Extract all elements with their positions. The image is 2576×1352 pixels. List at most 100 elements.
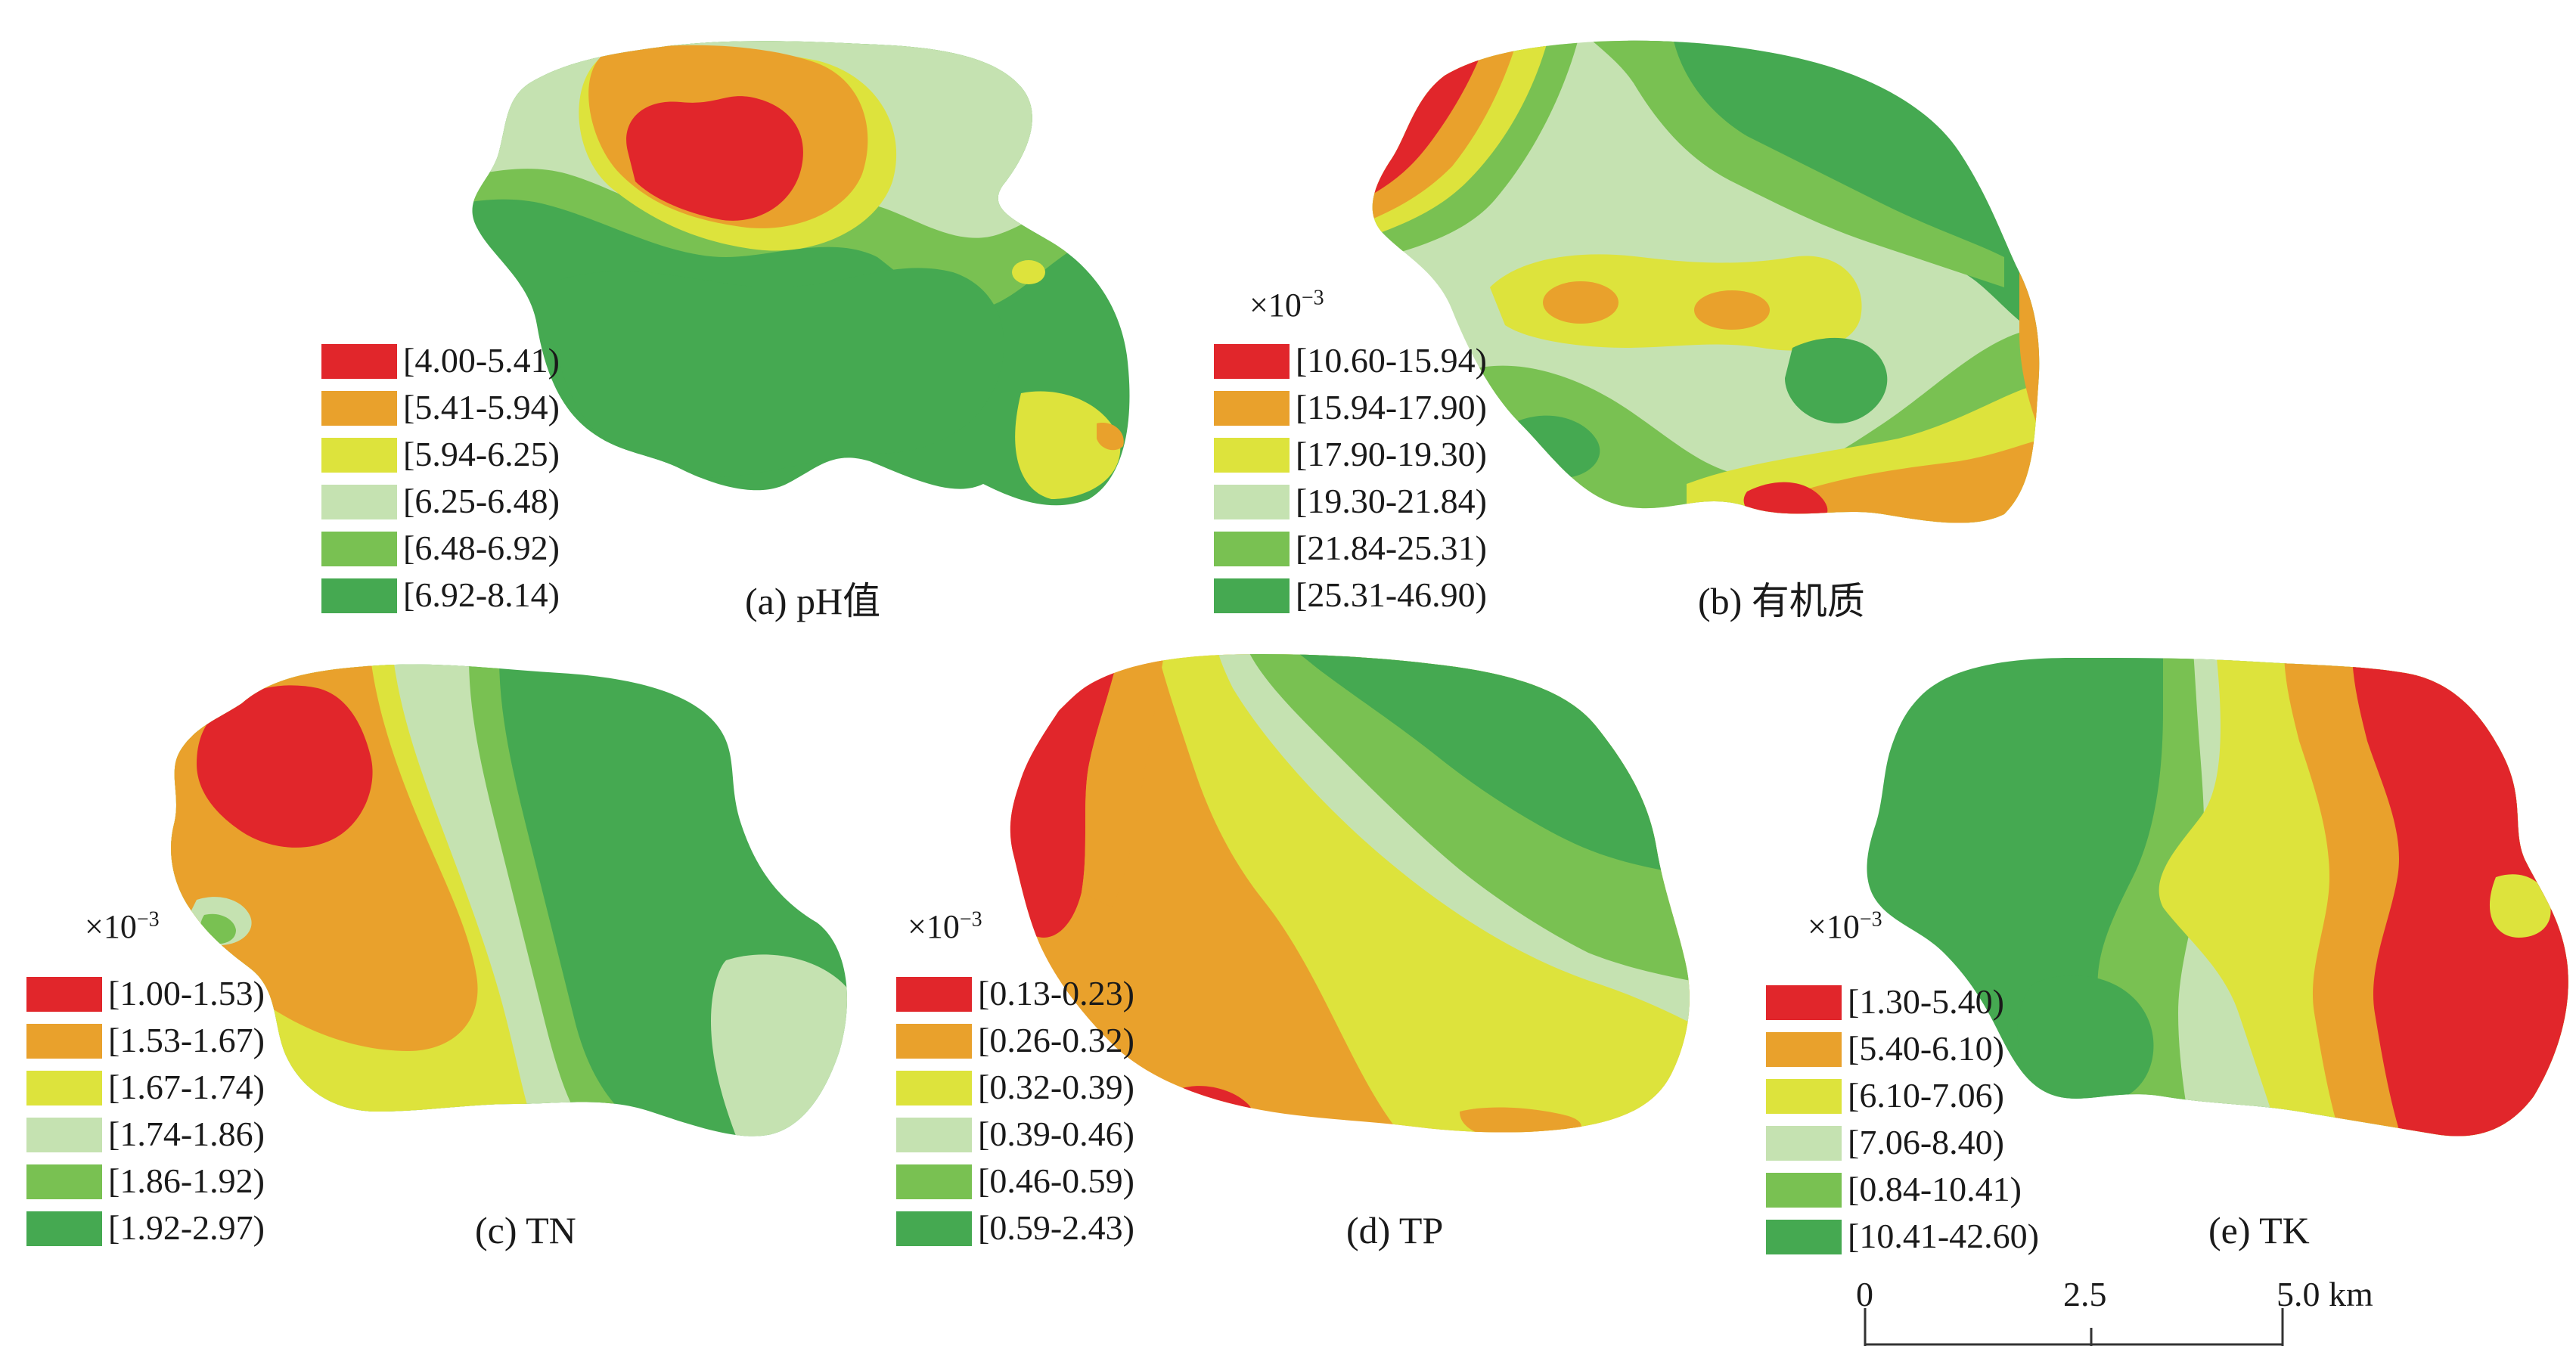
legend-swatch <box>26 1118 102 1152</box>
multiplier-e: ×10−3 <box>1808 907 1882 946</box>
legend-swatch <box>1214 344 1290 379</box>
legend-swatch <box>321 344 397 379</box>
map-panel-c <box>151 658 862 1149</box>
legend-swatch <box>321 438 397 473</box>
map-c-graphic <box>171 664 847 1136</box>
legend-swatch <box>1766 1173 1842 1208</box>
legend-label: [4.00-5.41) <box>403 341 560 380</box>
legend-label: [7.06-8.40) <box>1848 1123 2004 1161</box>
legend-swatch <box>1214 391 1290 426</box>
map-c-zone-red <box>197 685 373 848</box>
legend-label: [0.32-0.39) <box>978 1068 1134 1106</box>
multiplier-base: ×10 <box>908 908 960 945</box>
legend-swatch <box>896 1211 972 1246</box>
caption-e: (e) TK <box>2208 1209 2310 1251</box>
legend-label: [21.84-25.31) <box>1296 529 1487 567</box>
map-a-zone-yellow-e <box>1012 260 1045 284</box>
legend-swatch <box>896 1118 972 1152</box>
legend-label: [1.86-1.92) <box>108 1161 265 1200</box>
legend-swatch <box>321 532 397 566</box>
legend-d: [0.13-0.23) [0.26-0.32) [0.32-0.39) [0.3… <box>896 971 1214 1251</box>
legend-label: [0.46-0.59) <box>978 1161 1134 1200</box>
legend-label: [25.31-46.90) <box>1296 575 1487 614</box>
legend-label: [1.30-5.40) <box>1848 982 2004 1021</box>
legend-swatch <box>26 1071 102 1105</box>
legend-label: [10.41-42.60) <box>1848 1217 2039 1255</box>
legend-b: [10.60-15.94) [15.94-17.90) [17.90-19.30… <box>1214 338 1569 618</box>
legend-label: [6.48-6.92) <box>403 529 560 567</box>
legend-label: [10.60-15.94) <box>1296 341 1487 380</box>
legend-swatch <box>26 1164 102 1199</box>
map-a-graphic <box>472 41 1130 506</box>
legend-label: [19.30-21.84) <box>1296 482 1487 520</box>
map-b-zone-red-e <box>2038 257 2040 355</box>
legend-swatch <box>1766 1079 1842 1114</box>
map-b-graphic <box>1372 40 2040 523</box>
scale-bar-label-0: 0 <box>1856 1275 1873 1313</box>
map-d-graphic <box>1010 654 1690 1133</box>
legend-e: [1.30-5.40) [5.40-6.10) [6.10-7.06) [7.0… <box>1766 979 2121 1259</box>
legend-swatch <box>26 1211 102 1246</box>
legend-label: [5.94-6.25) <box>403 435 560 473</box>
map-a-zone-yellow-se <box>1015 391 1121 499</box>
legend-label: [6.10-7.06) <box>1848 1076 2004 1115</box>
map-panel-a <box>424 30 1150 529</box>
legend-label: [1.67-1.74) <box>108 1068 265 1106</box>
legend-swatch <box>1766 985 1842 1020</box>
legend-label: [0.39-0.46) <box>978 1115 1134 1153</box>
legend-c: [1.00-1.53) [1.53-1.67) [1.67-1.74) [1.7… <box>26 971 344 1251</box>
multiplier-exp: −3 <box>1859 907 1882 932</box>
legend-label: [6.25-6.48) <box>403 482 560 520</box>
map-b-zone-yellow-center <box>1490 254 1862 351</box>
legend-label: [1.74-1.86) <box>108 1115 265 1153</box>
legend-swatch <box>321 485 397 519</box>
legend-a: [4.00-5.41) [5.41-5.94) [5.94-6.25) [6.2… <box>321 338 639 618</box>
scale-bar <box>1845 1270 2299 1346</box>
scale-bar-label-mid: 2.5 <box>2063 1275 2107 1313</box>
map-a-zone-green-south <box>560 268 1004 478</box>
scale-bar-label-end: 5.0 km <box>2277 1275 2373 1313</box>
caption-d: (d) TP <box>1346 1209 1444 1251</box>
multiplier-d: ×10−3 <box>908 907 982 946</box>
legend-swatch <box>1214 532 1290 566</box>
legend-label: [1.53-1.67) <box>108 1021 265 1059</box>
legend-label: [0.84-10.41) <box>1848 1170 2022 1208</box>
legend-swatch <box>896 1071 972 1105</box>
legend-swatch <box>1766 1032 1842 1067</box>
legend-label: [0.59-2.43) <box>978 1208 1134 1247</box>
legend-swatch <box>1766 1220 1842 1254</box>
legend-label: [0.26-0.32) <box>978 1021 1134 1059</box>
map-panel-b <box>1354 30 2080 537</box>
scale-bar-line <box>1864 1308 2284 1346</box>
legend-label: [1.92-2.97) <box>108 1208 265 1247</box>
legend-label: [0.13-0.23) <box>978 974 1134 1012</box>
map-e-graphic <box>1867 658 2568 1136</box>
legend-swatch <box>896 977 972 1012</box>
caption-b: (b) 有机质 <box>1698 580 1865 622</box>
multiplier-base: ×10 <box>85 908 137 945</box>
map-e-zone-darkgreen-s <box>2017 975 2154 1105</box>
legend-label: [5.40-6.10) <box>1848 1029 2004 1068</box>
legend-swatch <box>896 1024 972 1059</box>
multiplier-exp: −3 <box>1301 286 1324 310</box>
multiplier-base: ×10 <box>1808 908 1860 945</box>
legend-swatch <box>321 578 397 613</box>
map-d-zone-orange-s <box>1460 1107 1581 1133</box>
map-a-zone-red <box>626 96 803 221</box>
legend-swatch <box>321 391 397 426</box>
multiplier-exp: −3 <box>136 907 160 932</box>
multiplier-b: ×10−3 <box>1249 286 1324 324</box>
map-panel-e <box>1861 650 2571 1149</box>
map-d-zone-orange-nw <box>1082 654 1165 907</box>
caption-a: (a) pH值 <box>745 580 881 622</box>
multiplier-exp: −3 <box>959 907 982 932</box>
legend-label: [15.94-17.90) <box>1296 388 1487 426</box>
legend-label: [5.41-5.94) <box>403 388 560 426</box>
map-panel-d <box>1006 650 1702 1149</box>
legend-swatch <box>26 1024 102 1059</box>
map-e-zone-yellow-e <box>2489 874 2551 938</box>
multiplier-base: ×10 <box>1249 287 1302 324</box>
legend-swatch <box>26 977 102 1012</box>
caption-c: (c) TN <box>475 1209 576 1251</box>
legend-swatch <box>1766 1126 1842 1161</box>
